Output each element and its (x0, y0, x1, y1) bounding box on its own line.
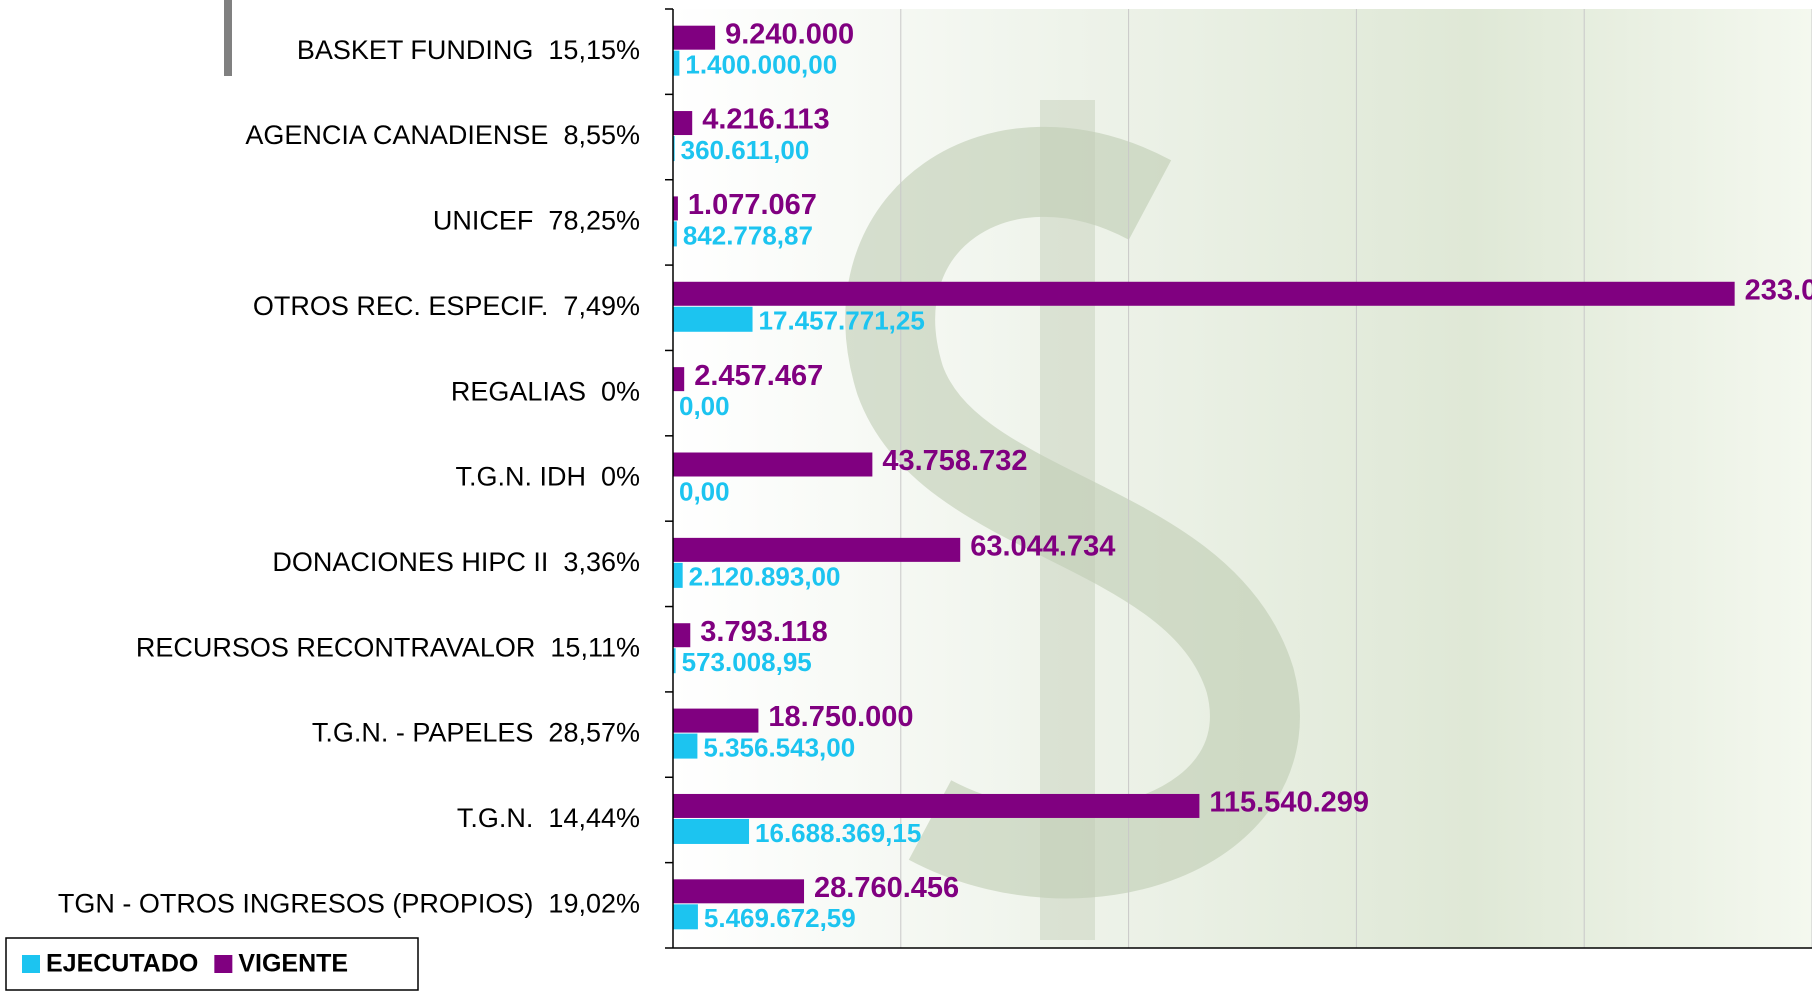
bar-vigente (673, 282, 1735, 306)
value-label-ejecutado: 0,00 (679, 391, 730, 421)
bar-vigente (673, 367, 684, 391)
bar-vigente (673, 453, 872, 477)
bar-ejecutado (673, 734, 697, 759)
value-label-vigente: 9.240.000 (725, 18, 854, 50)
bar-vigente (673, 111, 692, 135)
value-label-ejecutado: 842.778,87 (683, 220, 813, 250)
value-label-ejecutado: 5.356.543,00 (703, 732, 855, 762)
bar-ejecutado (673, 307, 753, 332)
value-label-ejecutado: 17.457.771,25 (759, 306, 925, 336)
bar-vigente (673, 709, 758, 733)
y-tick-label: T.G.N. IDH 0% (455, 462, 640, 492)
bar-ejecutado (673, 819, 749, 844)
legend-swatch (22, 955, 40, 973)
decoration-bar (224, 0, 232, 76)
value-label-vigente: 233.022.303 (1745, 274, 1812, 306)
value-label-ejecutado: 16.688.369,15 (755, 818, 921, 848)
value-label-ejecutado: 0,00 (679, 476, 730, 506)
value-label-vigente: 18.750.000 (768, 701, 913, 733)
legend-swatch (214, 955, 232, 973)
bar-vigente (673, 623, 690, 647)
bar-ejecutado (673, 563, 683, 588)
bar-vigente (673, 794, 1199, 818)
y-tick-label: RECURSOS RECONTRAVALOR 15,11% (136, 632, 640, 662)
y-tick-label: T.G.N. - PAPELES 28,57% (312, 718, 640, 748)
value-label-vigente: 28.760.456 (814, 872, 959, 904)
y-tick-label: BASKET FUNDING 15,15% (297, 35, 640, 65)
bar-ejecutado (673, 904, 698, 929)
bar-vigente (673, 879, 804, 903)
value-label-ejecutado: 2.120.893,00 (689, 562, 841, 592)
value-label-vigente: 1.077.067 (688, 189, 817, 221)
value-label-vigente: 43.758.732 (882, 445, 1027, 477)
value-label-vigente: 63.044.734 (970, 531, 1115, 563)
value-label-ejecutado: 573.008,95 (682, 647, 812, 677)
y-tick-label: AGENCIA CANADIENSE 8,55% (245, 120, 640, 150)
value-label-vigente: 3.793.118 (700, 616, 827, 648)
y-tick-label: TGN - OTROS INGRESOS (PROPIOS) 19,02% (58, 888, 640, 918)
bar-ejecutado (673, 51, 679, 76)
bar-vigente (673, 26, 715, 50)
y-tick-label: DONACIONES HIPC II 3,36% (272, 547, 640, 577)
value-label-ejecutado: 1.400.000,00 (685, 50, 837, 80)
chart: BASKET FUNDING 15,15% 9.240.0001.400.000,… (0, 0, 1812, 992)
value-label-ejecutado: 360.611,00 (681, 135, 810, 165)
y-tick-label: UNICEF 78,25% (433, 206, 640, 236)
y-tick-label: REGALIAS 0% (451, 376, 640, 406)
value-label-vigente: 2.457.467 (694, 360, 823, 392)
legend-label: EJECUTADO (46, 950, 198, 978)
bar-vigente (673, 538, 960, 562)
value-label-vigente: 4.216.113 (702, 104, 829, 136)
value-label-ejecutado: 5.469.672,59 (704, 903, 856, 933)
page: {"chart_data": {"type": "bar", "orientat… (0, 0, 1812, 992)
y-tick-label: T.G.N. 14,44% (457, 803, 640, 833)
value-label-vigente: 115.540.299 (1209, 787, 1369, 819)
y-tick-label: OTROS REC. ESPECIF. 7,49% (253, 291, 640, 321)
legend-label: VIGENTE (238, 950, 348, 978)
